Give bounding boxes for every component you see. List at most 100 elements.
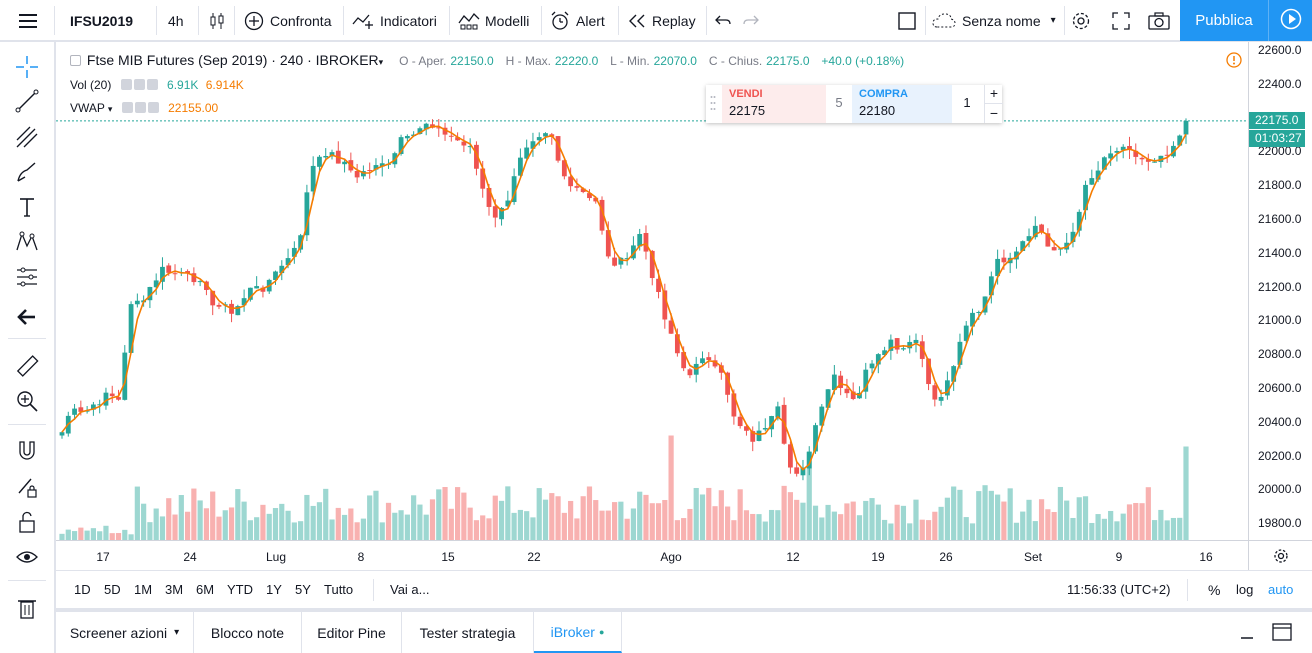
settings-icon[interactable]	[1248, 540, 1312, 570]
candle-body	[210, 290, 216, 306]
warning-icon[interactable]	[1226, 52, 1242, 71]
quantity-increase-button[interactable]: +	[984, 85, 1003, 104]
magnet-icon[interactable]	[0, 434, 54, 468]
crosshair-icon[interactable]	[0, 50, 54, 84]
gear-icon[interactable]	[134, 102, 146, 113]
percent-scale-toggle[interactable]: %	[1208, 582, 1221, 598]
buy-button[interactable]: COMPRA 22180	[852, 85, 952, 123]
fullscreen-square-icon[interactable]	[897, 0, 917, 41]
minimize-icon[interactable]	[1240, 626, 1254, 643]
range-3m-button[interactable]: 3M	[165, 582, 184, 597]
candle-body	[850, 391, 856, 399]
time-axis[interactable]: 17 24 Lug 8 15 22 Ago 12 19 26 Set 9 16	[56, 540, 1248, 570]
tab-pine-editor[interactable]: Editor Pine	[302, 612, 402, 653]
brush-icon[interactable]	[0, 155, 54, 189]
volume-bar	[969, 523, 976, 540]
ruler-icon[interactable]	[0, 349, 54, 383]
unlock-icon[interactable]	[0, 505, 54, 539]
candle-body	[674, 334, 680, 354]
trash-icon[interactable]	[0, 591, 54, 625]
quantity-value[interactable]: 1	[963, 95, 971, 110]
tab-notes[interactable]: Blocco note	[194, 612, 302, 653]
price-tick-label: 20600.0	[1258, 381, 1302, 395]
vwap-label[interactable]: VWAP	[70, 101, 105, 115]
chart-pane[interactable]: Ftse MIB Futures (Sep 2019) · 240 · IBRO…	[56, 42, 1312, 570]
collapse-icon[interactable]	[70, 55, 81, 66]
candle-body	[580, 188, 586, 193]
candle-body	[160, 266, 165, 282]
volume-label[interactable]: Vol (20)	[70, 78, 112, 92]
volume-ma-value: 6.914K	[205, 78, 244, 92]
candle-body	[1177, 135, 1183, 146]
auto-scale-toggle[interactable]: auto	[1268, 582, 1294, 597]
tab-ibroker[interactable]: iBroker ●	[534, 612, 622, 653]
quantity-decrease-button[interactable]: −	[984, 104, 1003, 123]
publish-button[interactable]: Pubblica	[1180, 0, 1268, 41]
prediction-icon[interactable]	[0, 260, 54, 294]
symbol-label: IFSU2019	[70, 12, 134, 29]
sell-button[interactable]: VENDI 22175	[722, 85, 826, 123]
goto-date-button[interactable]: Vai a...	[390, 582, 430, 597]
candles-icon[interactable]	[206, 0, 228, 41]
interval-button[interactable]: 4h	[168, 0, 184, 41]
play-button[interactable]	[1268, 0, 1312, 41]
layout-dropdown[interactable]: Senza nome ▾	[932, 0, 1056, 41]
indicator-icon	[352, 12, 374, 30]
chart-title[interactable]: Ftse MIB Futures (Sep 2019) · 240 · IBRO…	[86, 52, 379, 68]
text-icon[interactable]	[0, 190, 54, 224]
eye-icon[interactable]	[0, 540, 54, 574]
trendline-icon[interactable]	[0, 84, 54, 118]
volume-bar	[379, 522, 385, 540]
tab-strategy-tester[interactable]: Tester strategia	[402, 612, 534, 653]
zoom-in-icon[interactable]	[0, 384, 54, 418]
compare-button[interactable]: Confronta	[244, 0, 331, 41]
replay-button[interactable]: Replay	[628, 0, 696, 41]
volume-bar	[743, 510, 750, 540]
alert-button[interactable]: Alert	[550, 0, 605, 41]
range-ytd-button[interactable]: YTD	[227, 582, 253, 597]
candle-body	[1001, 257, 1007, 263]
range-1y-button[interactable]: 1Y	[266, 582, 282, 597]
pitchfork-icon[interactable]	[0, 120, 54, 154]
candle-body	[970, 312, 975, 327]
redo-icon[interactable]	[742, 0, 760, 41]
range-6m-button[interactable]: 6M	[196, 582, 215, 597]
pattern-icon[interactable]	[0, 225, 54, 259]
menu-icon[interactable]	[14, 0, 42, 41]
camera-icon[interactable]	[1147, 0, 1171, 41]
volume-bar	[756, 514, 762, 540]
range-1m-button[interactable]: 1M	[134, 582, 153, 597]
tab-stock-screener[interactable]: Screener azioni ▾	[56, 612, 194, 653]
range-5d-button[interactable]: 5D	[104, 582, 121, 597]
range-all-button[interactable]: Tutto	[324, 582, 354, 597]
candle-body	[1120, 146, 1126, 151]
maximize-icon[interactable]	[1272, 623, 1292, 644]
volume-bar	[1108, 510, 1114, 540]
candle-body	[480, 168, 486, 189]
eye-icon[interactable]	[121, 102, 133, 113]
range-1d-button[interactable]: 1D	[74, 582, 91, 597]
symbol-search[interactable]: IFSU2019	[70, 0, 133, 41]
gear-icon[interactable]	[133, 79, 145, 90]
candle-body	[116, 397, 121, 400]
candle-body	[775, 406, 781, 418]
close-icon[interactable]	[146, 79, 158, 90]
eye-icon[interactable]	[120, 79, 132, 90]
volume-bar	[505, 486, 511, 540]
candle-body	[505, 200, 511, 207]
volume-bar	[593, 500, 599, 540]
volume-bar	[530, 517, 536, 540]
close-icon[interactable]	[147, 102, 159, 113]
indicators-button[interactable]: Indicatori	[352, 0, 437, 41]
volume-bar	[875, 504, 881, 540]
drag-handle-icon[interactable]	[710, 94, 716, 114]
arrow-left-icon[interactable]	[0, 300, 54, 334]
gear-icon[interactable]	[1070, 0, 1092, 41]
fullscreen-icon[interactable]	[1110, 0, 1132, 41]
clock-display[interactable]: 11:56:33 (UTC+2)	[1067, 582, 1171, 597]
templates-button[interactable]: Modelli	[458, 0, 529, 41]
log-scale-toggle[interactable]: log	[1236, 582, 1254, 597]
range-5y-button[interactable]: 5Y	[295, 582, 311, 597]
lock-pencil-icon[interactable]	[0, 470, 54, 504]
undo-icon[interactable]	[714, 0, 732, 41]
